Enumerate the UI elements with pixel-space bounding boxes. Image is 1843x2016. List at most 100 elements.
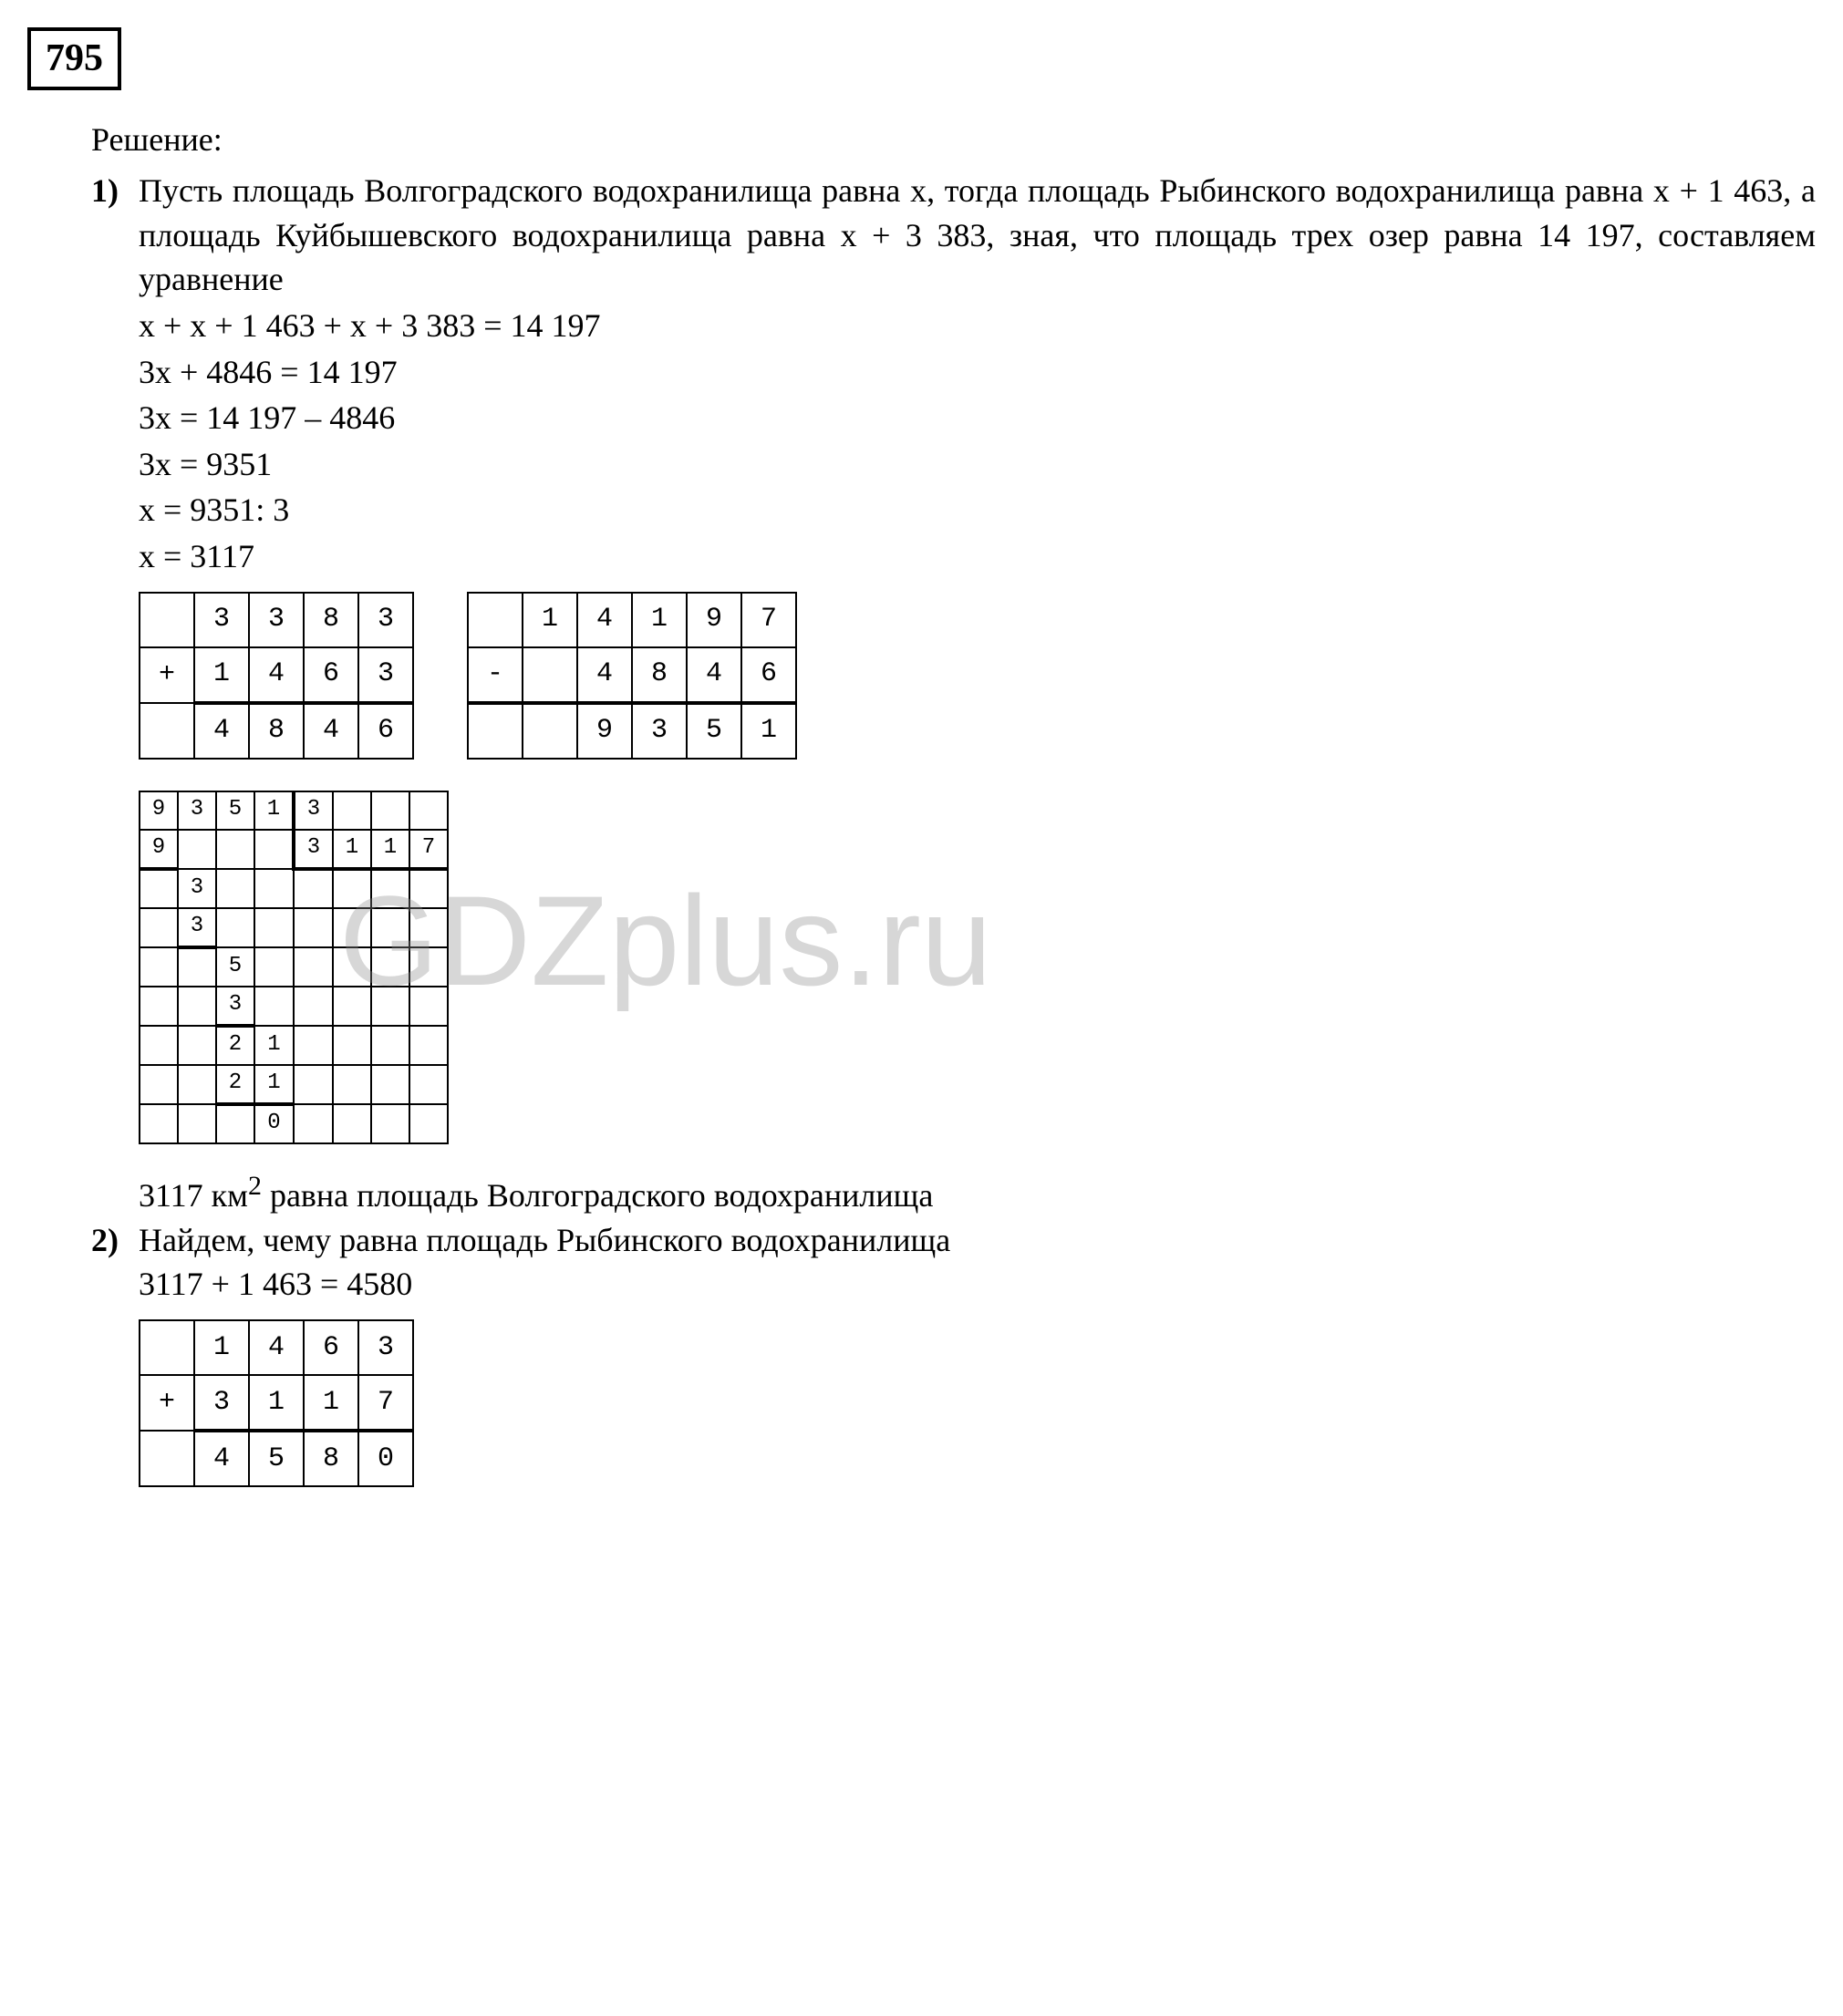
grid-cell: 6: [358, 703, 413, 759]
grid-cell: [409, 1104, 448, 1143]
grid-cell: 5: [216, 791, 254, 830]
grid-cell: [371, 1065, 409, 1104]
volgograd-prefix: 3117 км: [139, 1177, 248, 1214]
grid-cell: -: [468, 647, 523, 703]
part-2-number: 2): [91, 1218, 139, 1500]
grid-cell: 4: [577, 647, 632, 703]
grid-cell: [254, 987, 294, 1026]
grid-cell: [140, 703, 194, 759]
part-1: 1) Пусть площадь Волгоградского водохран…: [91, 169, 1816, 1218]
grid-cell: 8: [304, 1431, 358, 1486]
grid-cell: 3: [178, 791, 216, 830]
grid-cell: [333, 947, 371, 987]
grid-cell: 5: [687, 703, 741, 759]
grid-cell: [294, 908, 333, 947]
grid-cell: [413, 647, 468, 703]
equation-line: x = 3117: [139, 534, 1816, 579]
grid-cell: 3: [358, 647, 413, 703]
grid-cell: [333, 1104, 371, 1143]
grid-cell: 0: [358, 1431, 413, 1486]
grid-cell: 1: [254, 791, 294, 830]
grid-cell: [294, 1104, 333, 1143]
grid-cell: [178, 987, 216, 1026]
grid-cell: 3: [194, 1375, 249, 1431]
grid-cell: [216, 830, 254, 869]
grid-cell: 1: [333, 830, 371, 869]
grid-cell: 4: [577, 593, 632, 647]
grid-cell: 1: [371, 830, 409, 869]
solution-heading: Решение:: [91, 118, 1816, 162]
grid-cell: 5: [249, 1431, 304, 1486]
grid-cell: [294, 947, 333, 987]
grid-cell: [523, 703, 577, 759]
grid-cell: [140, 987, 178, 1026]
grid-cell: 3: [178, 908, 216, 947]
grid-cell: [333, 1065, 371, 1104]
grid-cell: 3: [358, 593, 413, 647]
grid-cell: [140, 1431, 194, 1486]
problem-number-badge: 795: [27, 27, 121, 90]
grid-cell: 7: [741, 593, 796, 647]
solution-content: Решение: 1) Пусть площадь Волгоградского…: [27, 118, 1816, 1500]
part-1-volgograd-line: 3117 км2 равна площадь Волгоградского во…: [139, 1168, 1816, 1218]
grid-cell: 1: [304, 1375, 358, 1431]
grid-cell: [178, 830, 216, 869]
grid-cell: 3: [294, 830, 333, 869]
grid-cell: [468, 593, 523, 647]
grid-cell: 1: [254, 1065, 294, 1104]
grid-cell: [523, 647, 577, 703]
grid-cell: [140, 1320, 194, 1375]
grid-cell: 9: [140, 830, 178, 869]
grid-cell: [413, 593, 468, 647]
grid-cell: [254, 869, 294, 908]
volgograd-suffix: равна площадь Волгоградского водохранили…: [262, 1177, 933, 1214]
grid-cell: 9: [140, 791, 178, 830]
grid-cell: 1: [632, 593, 687, 647]
equation-line: x + x + 1 463 + x + 3 383 = 14 197: [139, 304, 1816, 348]
grid-cell: [216, 869, 254, 908]
grid-cell: [371, 869, 409, 908]
part-1-equations: x + x + 1 463 + x + 3 383 = 14 1973x + 4…: [139, 304, 1816, 579]
grid-cell: [294, 1065, 333, 1104]
grid-cell: 3: [632, 703, 687, 759]
grid-cell: [178, 1104, 216, 1143]
grid-cell: [371, 908, 409, 947]
grid-cell: [294, 1026, 333, 1065]
part-2: 2) Найдем, чему равна площадь Рыбинского…: [91, 1218, 1816, 1500]
part-2-arithmetic-grid: 1463+31174580: [139, 1319, 414, 1487]
part-1-division-grid: 9351393117335321210: [139, 791, 449, 1144]
equation-line: x = 9351: 3: [139, 488, 1816, 532]
part-2-text: Найдем, чему равна площадь Рыбинского во…: [139, 1218, 1816, 1263]
equation-line: 3x + 4846 = 14 197: [139, 350, 1816, 395]
grid-cell: [140, 869, 178, 908]
part-1-paragraph: Пусть площадь Волгоградского водохранили…: [139, 169, 1816, 302]
grid-cell: 8: [632, 647, 687, 703]
grid-cell: 1: [254, 1026, 294, 1065]
grid-cell: [371, 947, 409, 987]
grid-cell: [216, 908, 254, 947]
grid-cell: [409, 908, 448, 947]
grid-cell: 4: [194, 1431, 249, 1486]
part-1-number: 1): [91, 169, 139, 1218]
grid-cell: [254, 908, 294, 947]
grid-cell: [254, 830, 294, 869]
grid-cell: [140, 1104, 178, 1143]
grid-cell: 3: [358, 1320, 413, 1375]
grid-cell: [333, 987, 371, 1026]
grid-cell: [294, 869, 333, 908]
grid-cell: [140, 1065, 178, 1104]
grid-cell: 1: [194, 1320, 249, 1375]
grid-cell: [409, 869, 448, 908]
grid-cell: 4: [249, 647, 304, 703]
grid-cell: [468, 703, 523, 759]
grid-cell: 9: [687, 593, 741, 647]
grid-cell: [409, 1065, 448, 1104]
grid-cell: 1: [249, 1375, 304, 1431]
grid-cell: [333, 869, 371, 908]
grid-cell: 1: [741, 703, 796, 759]
grid-cell: 8: [249, 703, 304, 759]
grid-cell: +: [140, 647, 194, 703]
grid-cell: [409, 947, 448, 987]
grid-cell: [140, 947, 178, 987]
grid-cell: 3: [294, 791, 333, 830]
